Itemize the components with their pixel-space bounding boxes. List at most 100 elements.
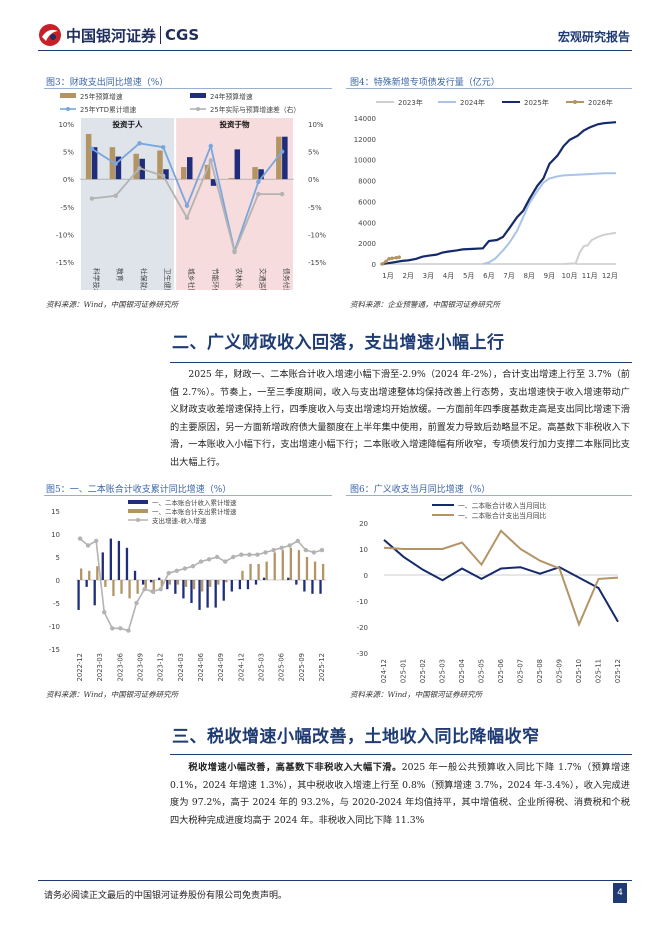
fig3-point-s3: [161, 173, 166, 179]
fig4-rule: [346, 88, 632, 89]
fig3-point-s3: [279, 191, 285, 197]
fig5-bar-s1: [176, 580, 180, 585]
fig3-legend-label: 25年实际与预算增速差（右）: [210, 105, 300, 114]
fig5-bar-s0: [214, 580, 217, 608]
fig5-bar-s1: [201, 580, 204, 592]
fig4-ytick: 8000: [358, 178, 376, 186]
fig5-bar-s1: [321, 563, 325, 580]
fig3-bar-s0: [157, 150, 163, 180]
fig5-bar-s0: [303, 580, 306, 592]
fig5-xtick: 2023-06: [116, 653, 124, 681]
fig5-bar-s1: [104, 580, 107, 587]
fig5-bar-s1: [209, 580, 212, 587]
fig5-xtick: 2023-09: [137, 653, 145, 681]
fig5-point-s2: [182, 566, 188, 571]
fig3-group-label: 投资于人: [113, 119, 143, 129]
fig3-point-s2: [137, 141, 142, 146]
fig3-group-bg: [176, 118, 293, 290]
fig6-xtick: 2025-09: [556, 659, 564, 683]
fig3-point-s3: [208, 158, 213, 163]
fig5-point-s2: [255, 552, 260, 557]
fig5-xtick: 2023-03: [96, 653, 104, 681]
fig3-title: 图3：财政支出同比增速（%）: [46, 78, 169, 88]
fig5-bar-s1: [144, 580, 147, 590]
galaxy-logo-icon: [39, 24, 61, 46]
fig3-bar-s1: [258, 169, 264, 180]
fig3-point-s3: [232, 249, 237, 255]
fig6-ytick: 0: [364, 572, 368, 580]
fig6-xtick: 2025-03: [439, 659, 447, 683]
fig5-point-s2: [110, 626, 115, 631]
fig5-point-s2: [142, 587, 147, 592]
fig5-xtick: 2024-09: [217, 653, 225, 681]
fig4-legend-label: 2025年: [524, 98, 549, 107]
fig3-bar-s0: [109, 147, 116, 180]
fig3-ytick-right: 0%: [308, 176, 319, 184]
fig5-legend-marker: [136, 518, 140, 522]
report-type: 宏观研究报告: [557, 30, 630, 44]
fig3-ytick-left: 5%: [63, 149, 74, 157]
fig6-line-s1: [383, 529, 619, 628]
fig5-bar-s1: [184, 580, 188, 587]
fig3-point-s3: [137, 165, 142, 171]
section3-paragraph: 税收增速小幅改善，高基数下非税收入大幅下滑。2025 年一般公共预算收入同比下降…: [170, 759, 630, 829]
fig5-xtick: 2024-06: [197, 653, 205, 681]
fig4-xtick: 5月: [463, 272, 474, 280]
fig5-point-s2: [198, 559, 204, 564]
fig4-xtick: 9月: [544, 272, 555, 280]
fig5-ytick: 10: [51, 531, 60, 539]
fig4-ytick: 12000: [354, 136, 376, 144]
fig5-bar-s1: [96, 566, 99, 580]
fig3-bar-s1: [282, 136, 288, 180]
fig5-point-s2: [77, 536, 83, 541]
fig3-xtick: 城乡社区: [187, 268, 196, 290]
fig6-xtick: 2025-08: [536, 659, 544, 683]
fig3-rule: [44, 88, 332, 89]
fig4-xtick: 6月: [483, 272, 494, 280]
fig5-bar-s1: [313, 561, 317, 580]
fig5-point-s2: [271, 547, 276, 553]
fig4-source: 资料来源：企业预警通，中国银河证券研究所: [350, 300, 500, 309]
fig5-bar-s0: [117, 540, 121, 580]
fig3-legend-marker: [66, 107, 70, 111]
fig3-group-bg: [81, 118, 175, 290]
section2-rule: [170, 362, 632, 363]
disclaimer: 请务必阅读正文最后的中国银河证券股份有限公司免责声明。: [44, 891, 288, 901]
fig5-rule: [44, 495, 332, 496]
section3-body: 2025 年一般公共预算收入同比下降 1.7%（预算增速 0.1%，2024 年…: [170, 762, 630, 826]
section2-title: 二、广义财政收入回落，支出增速小幅上行: [172, 333, 505, 353]
fig6-rule: [346, 495, 632, 496]
fig5-bar-s1: [225, 580, 228, 583]
fig3-group-label: 投资于物: [220, 119, 250, 129]
fig3-bar-s0: [204, 164, 211, 180]
brand-name-en: CGS: [160, 26, 199, 44]
fig5-point-s2: [126, 628, 131, 633]
brand-logo: 中国银河证券 CGS: [38, 22, 199, 48]
fig6-chart: 20 10 0 -10 -20 -30 2024-12 2025-01 2025-02 2025-…: [357, 501, 622, 683]
fig5-xtick: 2025-09: [298, 653, 306, 681]
fig3-xtick: 债务付息: [282, 268, 291, 290]
fig3-point-s3: [113, 193, 118, 198]
footer-divider: [38, 880, 632, 881]
fig4-xtick: 8月: [523, 272, 534, 280]
fig5-xtick: 2023-12: [157, 653, 165, 681]
fig4-title: 图4：特殊新增专项债发行量（亿元）: [350, 78, 500, 88]
section3-rule: [170, 754, 632, 755]
fig5-bar-s0: [93, 580, 96, 606]
fig4-line-s0: [563, 231, 617, 265]
fig3-point-s3: [256, 191, 261, 197]
fig6-xtick: 2024-12: [380, 659, 388, 683]
fig5-point-s2: [231, 554, 236, 560]
fig3-xtick: 社保就业支出: [139, 268, 148, 290]
fig6-xtick: 2025-10: [575, 659, 583, 683]
fig5-bar-s1: [136, 580, 139, 594]
fig5-bar-s1: [289, 547, 293, 580]
fig3-point-s3: [89, 196, 95, 201]
fig5-xtick: 2025-12: [318, 653, 326, 681]
fig3-ytick-left: -10%: [56, 231, 74, 239]
fig5-title: 图5：一、二本账合计收支累计同比增速（%）: [46, 485, 232, 495]
fig5-legend-label: 一、二本账合计支出累计增速: [152, 507, 237, 516]
fig4-xtick: 10月: [562, 272, 578, 280]
fig4-ytick: 4000: [358, 219, 376, 227]
fig5-point-s2: [311, 550, 317, 555]
